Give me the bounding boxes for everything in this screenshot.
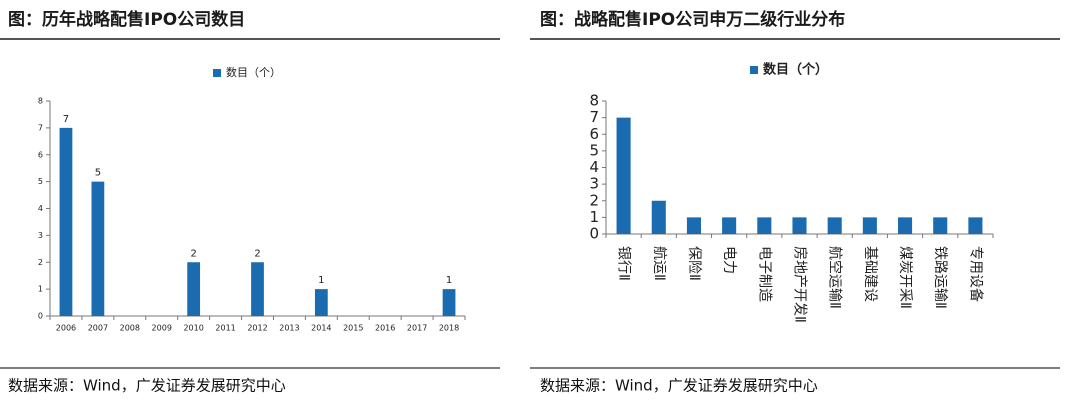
data-label: 5 xyxy=(95,168,101,179)
x-tick-label: 2008 xyxy=(120,324,140,333)
x-tick-label: 航空运输Ⅱ xyxy=(827,246,843,309)
y-tick-label: 1 xyxy=(589,208,599,226)
y-tick-label: 5 xyxy=(589,141,599,159)
bar xyxy=(898,217,913,234)
x-tick-label: 2012 xyxy=(247,324,267,333)
y-tick-label: 2 xyxy=(38,258,43,267)
y-tick-label: 6 xyxy=(38,150,43,159)
x-tick-label: 2011 xyxy=(215,324,235,333)
y-tick-label: 2 xyxy=(589,191,599,209)
bar xyxy=(314,289,328,316)
y-tick-label: 8 xyxy=(589,92,599,110)
x-tick-label: 2010 xyxy=(183,324,203,333)
x-tick-label: 2015 xyxy=(343,324,363,333)
x-tick-label: 2006 xyxy=(56,324,76,333)
x-tick-label: 2007 xyxy=(88,324,108,333)
data-label: 2 xyxy=(254,248,260,259)
x-tick-label: 2013 xyxy=(279,324,299,333)
legend-label: 数目（个） xyxy=(226,66,281,79)
x-tick-label: 航运Ⅱ xyxy=(651,246,667,281)
legend-label: 数目（个） xyxy=(763,62,828,78)
bar xyxy=(686,217,701,234)
y-tick-label: 3 xyxy=(589,175,599,193)
x-tick-label: 2014 xyxy=(311,324,331,333)
x-tick-label: 房地产开发Ⅱ xyxy=(792,246,808,323)
x-tick-label: 2016 xyxy=(375,324,395,333)
y-tick-label: 0 xyxy=(38,312,43,321)
bar xyxy=(187,262,201,316)
bar xyxy=(722,217,737,234)
x-tick-label: 专用设备 xyxy=(967,246,984,302)
legend-swatch xyxy=(750,66,758,74)
bar xyxy=(442,289,456,316)
chart-title: 图：历年战略配售IPO公司数目 xyxy=(8,9,245,30)
bar xyxy=(862,217,877,234)
y-tick-label: 6 xyxy=(589,125,599,143)
bar xyxy=(827,217,842,234)
bar xyxy=(933,217,948,234)
y-tick-label: 4 xyxy=(589,158,599,176)
bar xyxy=(251,262,264,316)
bar xyxy=(59,127,73,316)
x-tick-label: 铁路运输Ⅱ xyxy=(932,246,948,309)
x-tick-label: 电子制造 xyxy=(756,246,772,302)
y-tick-label: 4 xyxy=(38,204,43,213)
data-label: 2 xyxy=(190,248,196,259)
x-tick-label: 2009 xyxy=(152,324,172,333)
x-tick-label: 电力 xyxy=(721,246,737,274)
x-tick-label: 2018 xyxy=(439,324,459,333)
legend-swatch xyxy=(213,69,221,77)
bar xyxy=(792,217,807,234)
bar xyxy=(968,217,983,234)
bar xyxy=(616,117,631,234)
bar xyxy=(91,181,105,316)
chart-title: 图：战略配售IPO公司申万二级行业分布 xyxy=(540,9,845,30)
y-tick-label: 8 xyxy=(38,97,43,106)
y-tick-label: 5 xyxy=(38,177,43,186)
data-label: 1 xyxy=(318,275,324,286)
bar xyxy=(651,200,666,234)
source: 数据来源：Wind，广发证券发展研究中心 xyxy=(540,377,818,395)
x-tick-label: 保险Ⅱ xyxy=(686,246,702,281)
x-tick-label: 2017 xyxy=(407,324,427,333)
bar xyxy=(757,217,772,234)
y-tick-label: 7 xyxy=(38,123,43,132)
source: 数据来源：Wind，广发证券发展研究中心 xyxy=(8,377,286,395)
data-label: 1 xyxy=(446,275,452,286)
x-tick-label: 煤炭开采Ⅱ xyxy=(897,246,913,309)
y-tick-label: 7 xyxy=(589,108,599,126)
y-tick-label: 1 xyxy=(38,285,43,294)
x-tick-label: 银行Ⅱ xyxy=(616,246,632,281)
data-label: 7 xyxy=(63,114,69,125)
y-tick-label: 3 xyxy=(38,231,43,240)
y-tick-label: 0 xyxy=(589,225,599,243)
x-tick-label: 基础建设 xyxy=(862,246,879,302)
